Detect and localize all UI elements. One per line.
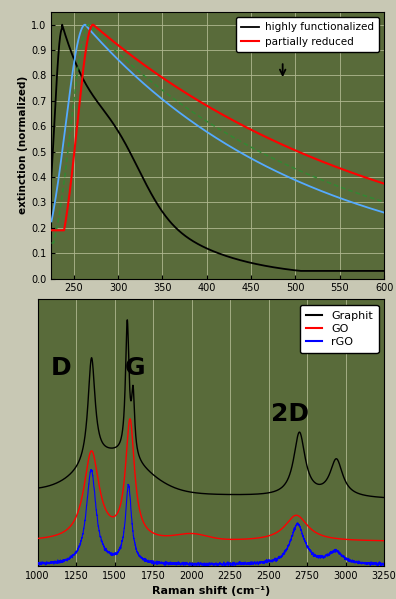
Y-axis label: extinction (normalized): extinction (normalized) bbox=[19, 76, 29, 214]
Legend: Graphit, GO, rGO: Graphit, GO, rGO bbox=[300, 305, 379, 353]
Text: 2D: 2D bbox=[271, 402, 309, 426]
X-axis label: Raman shift (cm⁻¹): Raman shift (cm⁻¹) bbox=[152, 586, 270, 597]
Legend: highly functionalized, partially reduced: highly functionalized, partially reduced bbox=[236, 17, 379, 52]
Text: G: G bbox=[124, 356, 145, 380]
Text: D: D bbox=[50, 356, 71, 380]
X-axis label: wavelength (nm): wavelength (nm) bbox=[165, 299, 271, 309]
